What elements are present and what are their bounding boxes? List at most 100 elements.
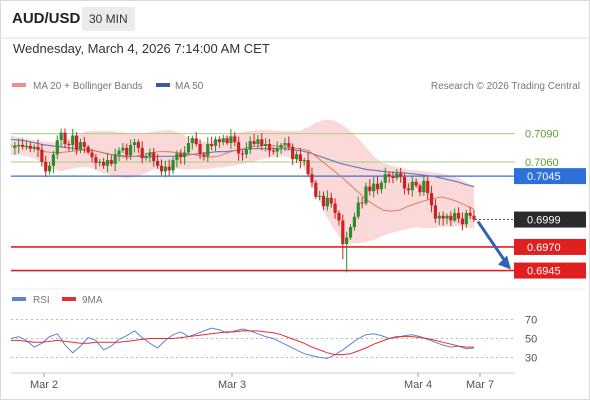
candle-body bbox=[233, 136, 237, 143]
candle-body bbox=[159, 165, 164, 172]
candle-body bbox=[472, 215, 476, 220]
rsi-line bbox=[10, 327, 475, 359]
candle-body bbox=[202, 154, 206, 157]
candle-body bbox=[129, 144, 133, 156]
candle-body bbox=[287, 143, 291, 147]
candle-body bbox=[429, 193, 434, 206]
candle-body bbox=[260, 139, 264, 146]
candle-body bbox=[171, 160, 175, 171]
candle-body bbox=[198, 144, 202, 155]
candle-body bbox=[414, 181, 418, 186]
candle-body bbox=[217, 139, 221, 143]
candle-body bbox=[410, 181, 414, 191]
candle-body bbox=[325, 197, 329, 207]
candle-body bbox=[368, 186, 372, 192]
ma20-legend-swatch bbox=[12, 83, 26, 87]
candle-body bbox=[132, 142, 137, 145]
rsi-ma-legend-label: 9MA bbox=[82, 295, 103, 306]
candle-body bbox=[28, 145, 32, 149]
chart-header: AUD/USD 30 MIN bbox=[0, 0, 590, 38]
candle-body bbox=[306, 160, 310, 175]
candle-body bbox=[291, 146, 295, 160]
candle-body bbox=[152, 152, 156, 161]
candle-body bbox=[402, 177, 407, 189]
candle-body bbox=[140, 147, 144, 159]
candle-body bbox=[464, 212, 468, 225]
candle-body bbox=[24, 145, 29, 147]
candle-body bbox=[391, 176, 395, 178]
candle-body bbox=[426, 180, 430, 194]
timestamp: Wednesday, March 4, 2026 7:14:00 AM CET bbox=[13, 41, 270, 56]
rsi-legend: RSI 9MA bbox=[12, 295, 103, 306]
candle-body bbox=[20, 144, 25, 147]
candle-body bbox=[244, 149, 248, 155]
x-axis: Mar 2 Mar 3 Mar 4 Mar 7 bbox=[11, 372, 515, 391]
candle-body bbox=[40, 149, 44, 162]
candle-body bbox=[294, 154, 299, 160]
candle-body bbox=[105, 160, 110, 166]
candle-body bbox=[44, 161, 48, 172]
support-level-value: 0.6945 bbox=[527, 266, 561, 278]
candle-body bbox=[329, 197, 333, 204]
pivot-level-value: 0.7045 bbox=[527, 171, 561, 183]
rsi-legend-swatch bbox=[12, 297, 26, 301]
candle-body bbox=[194, 138, 198, 144]
candle-body bbox=[102, 161, 106, 166]
candle-body bbox=[190, 138, 194, 144]
candle-body bbox=[422, 180, 426, 193]
candle-body bbox=[364, 186, 368, 204]
candle-body bbox=[167, 166, 171, 171]
candle-body bbox=[375, 183, 380, 190]
support-level-badge bbox=[514, 238, 586, 255]
candle-body bbox=[271, 150, 275, 152]
last-price-badge bbox=[514, 211, 586, 228]
candle-body bbox=[379, 182, 383, 190]
x-tick-label: Mar 4 bbox=[404, 379, 432, 391]
candle-body bbox=[348, 227, 353, 238]
candle-body bbox=[82, 142, 86, 147]
candle-body bbox=[179, 153, 183, 158]
ma50-legend-swatch bbox=[156, 83, 170, 87]
candle-body bbox=[237, 142, 241, 154]
candle-body bbox=[314, 182, 318, 197]
candle-body bbox=[321, 195, 326, 207]
candle-body bbox=[94, 157, 98, 163]
candle-body bbox=[248, 141, 252, 150]
candle-body bbox=[136, 142, 140, 148]
candle-body bbox=[86, 146, 90, 153]
candle-body bbox=[267, 144, 272, 151]
candle-body bbox=[59, 132, 63, 141]
candle-body bbox=[399, 173, 403, 178]
candle-body bbox=[183, 152, 187, 158]
candle-body bbox=[372, 183, 376, 192]
rsi-tick-70: 70 bbox=[525, 315, 537, 327]
candle-body bbox=[113, 154, 117, 164]
candle-body bbox=[121, 147, 125, 151]
candle-body bbox=[252, 141, 256, 144]
x-tick-label: Mar 3 bbox=[218, 379, 246, 391]
candle-body bbox=[17, 144, 21, 146]
rsi-ma-line bbox=[11, 330, 474, 356]
timeframe-badge[interactable]: 30 MIN bbox=[82, 7, 135, 31]
candle-body bbox=[395, 173, 399, 178]
candle-body bbox=[337, 212, 341, 221]
candle-body bbox=[98, 161, 102, 163]
candle-body bbox=[310, 174, 314, 183]
candle-body bbox=[74, 135, 79, 150]
candle-body bbox=[32, 146, 36, 149]
pivot-level-badge bbox=[514, 168, 586, 185]
candle-body bbox=[55, 140, 59, 155]
candle-body bbox=[387, 174, 391, 177]
candle-body bbox=[109, 160, 113, 164]
x-tick-label: Mar 2 bbox=[30, 379, 58, 391]
candle-body bbox=[298, 154, 302, 161]
candle-body bbox=[453, 212, 457, 221]
candle-body bbox=[264, 144, 268, 146]
candle-body bbox=[144, 156, 148, 159]
price-panel: 0.7090 0.7060 0.7045 0.6999 0.6970 0.6945 bbox=[10, 119, 586, 279]
candle-body bbox=[302, 160, 306, 162]
candle-body bbox=[78, 142, 83, 150]
candle-body bbox=[229, 136, 233, 144]
resistance-label-0.7060: 0.7060 bbox=[525, 157, 559, 169]
